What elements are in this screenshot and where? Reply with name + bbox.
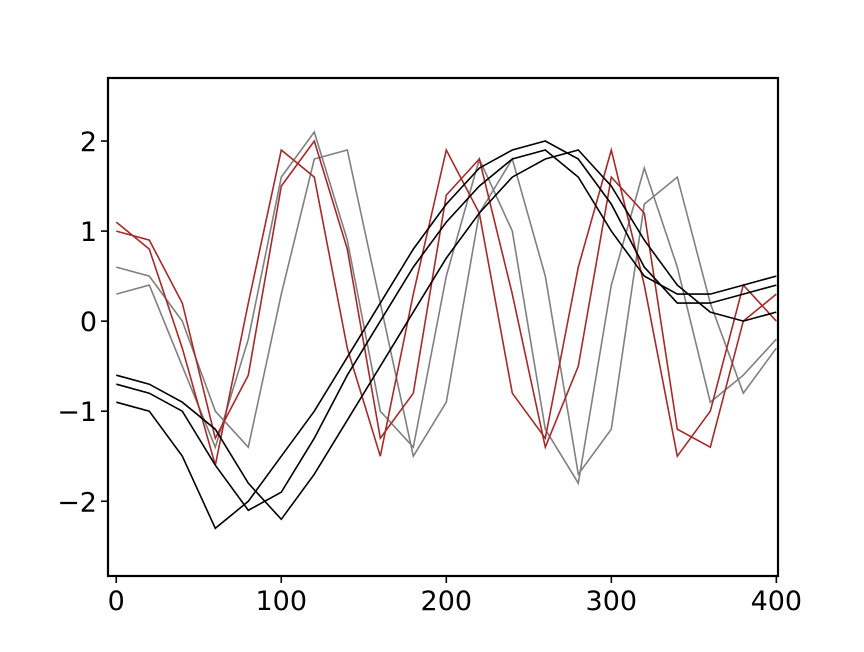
plot-frame [106,76,780,578]
x-tick-label: 200 [421,586,473,617]
y-tick-label: 0 [80,307,97,338]
y-tick-label: 1 [80,217,97,248]
x-tick-label: 300 [586,586,638,617]
y-tick-label: −2 [57,487,97,518]
series-line [116,149,777,512]
series-line [116,139,777,450]
y-tick-label: −1 [57,397,97,428]
y-tick-label: 2 [80,127,97,158]
x-tick-label: 0 [108,586,125,617]
x-tick-label: 400 [751,586,803,617]
series-line [116,149,777,477]
series-line [115,146,777,466]
series-line [116,140,777,530]
series-line [116,149,777,521]
x-tick-label: 100 [256,586,308,617]
